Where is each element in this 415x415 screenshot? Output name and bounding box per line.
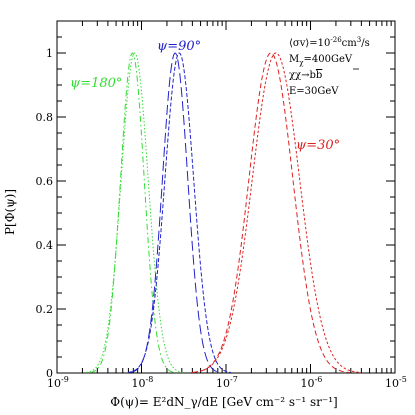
- y-tick-label: 0.6: [36, 175, 54, 188]
- sigma-v-exp: -26: [330, 36, 342, 44]
- series-line-1: [90, 52, 175, 373]
- x-tick-label: 10-6: [301, 375, 323, 390]
- y-tick-label: 1: [46, 47, 53, 60]
- x-tick-exponent: -5: [399, 375, 407, 384]
- series-label-30: ψ=30°: [296, 138, 340, 153]
- mass-sub: χ: [299, 59, 304, 67]
- y-tick-label: 0.8: [36, 111, 54, 124]
- y-tick-label: 0.2: [36, 303, 54, 316]
- sigma-v-unit: cm: [342, 38, 358, 49]
- annotation-mass: Mχ=400GeV: [289, 54, 353, 67]
- x-tick-mantissa: 10: [132, 377, 146, 390]
- series-line-2: [86, 52, 184, 373]
- sigma-v-tail: /s: [361, 38, 370, 49]
- x-tick-label: 10-5: [385, 375, 407, 390]
- x-tick-exponent: -9: [61, 375, 69, 384]
- x-tick-exponent: -7: [230, 375, 238, 384]
- x-axis-title: Φ(ψ)= E²dN_γ/dE [GeV cm⁻² s⁻¹ sr⁻¹]: [110, 395, 337, 409]
- annotation-energy: E=30GeV: [289, 86, 339, 97]
- y-axis-title: P[Φ(ψ)]: [3, 189, 17, 235]
- x-tick-label: 10-8: [132, 375, 154, 390]
- axis-ticks: 10-9 10-8 10-7 10-6 10-500.20.40.60.81: [36, 21, 407, 390]
- y-tick-label: 0: [46, 367, 53, 380]
- series-group: [86, 52, 362, 374]
- x-tick-label: 10-7: [216, 375, 238, 390]
- series-label-180: ψ=180°: [70, 76, 122, 91]
- sigma-v-unit-exp: 3: [357, 36, 361, 44]
- annotation-sigma-v: ⟨σv⟩=10-26cm3/s: [289, 36, 370, 49]
- x-tick-exponent: -6: [315, 375, 323, 384]
- channel-main: χχ→b: [289, 70, 316, 81]
- mass-tail: =400GeV: [304, 54, 353, 65]
- mass-main: M: [289, 54, 299, 65]
- series-line-4: [127, 52, 232, 374]
- series-line-3: [129, 52, 221, 373]
- x-tick-mantissa: 10: [301, 377, 315, 390]
- x-tick-label: 10-9: [47, 375, 69, 390]
- x-tick-mantissa: 10: [385, 377, 399, 390]
- annotation-channel: χχ→bb: [289, 70, 322, 81]
- x-tick-exponent: -8: [146, 375, 154, 384]
- series-line-6: [191, 52, 362, 374]
- series-line-5: [192, 52, 350, 373]
- channel-bar: b: [316, 70, 322, 81]
- series-label-90: ψ=90°: [157, 39, 201, 54]
- x-tick-mantissa: 10: [47, 377, 61, 390]
- y-tick-label: 0.4: [36, 239, 54, 252]
- x-tick-mantissa: 10: [216, 377, 230, 390]
- sigma-v-main: ⟨σv⟩=10: [289, 38, 330, 49]
